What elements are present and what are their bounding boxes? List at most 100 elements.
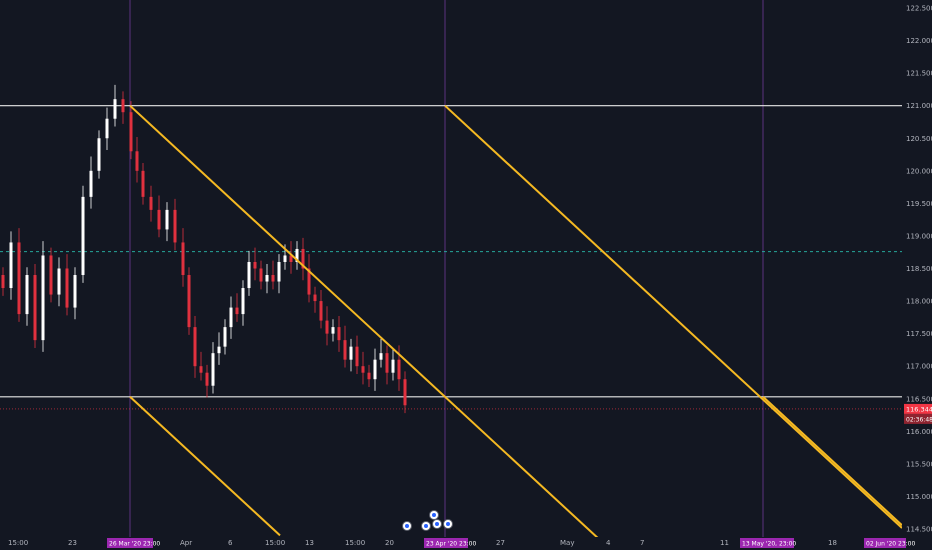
candle-body (157, 209, 161, 230)
event-icon-dot (435, 522, 439, 526)
candle-body (81, 196, 85, 276)
candle-body (265, 275, 269, 282)
candle (57, 257, 61, 307)
date-badge (424, 538, 468, 548)
candle (49, 247, 53, 303)
time-tick-label: 23 (68, 539, 77, 547)
candle-body (241, 288, 245, 315)
time-tick-label: 7 (640, 539, 644, 547)
candle (199, 351, 203, 381)
candle (229, 296, 233, 339)
candle-body (49, 255, 53, 295)
candle-body (9, 242, 13, 289)
candle (265, 263, 269, 294)
candle (41, 241, 45, 352)
channel-line (762, 396, 903, 526)
candle (385, 345, 389, 385)
candle-body (217, 346, 221, 354)
channel-line (444, 104, 903, 529)
candle (223, 319, 227, 355)
candle (187, 267, 191, 335)
candle-body (97, 138, 101, 171)
price-tick-label: 117.500 (906, 330, 932, 338)
candle (403, 371, 407, 414)
candle (271, 260, 275, 290)
candle (379, 338, 383, 368)
candle-body (397, 359, 401, 380)
candle-body (73, 275, 77, 308)
candle-body (41, 255, 45, 341)
candle-body (193, 327, 197, 367)
candle-body (403, 379, 407, 406)
price-tick-label: 121.000 (906, 102, 932, 110)
price-axis (902, 0, 932, 550)
time-tick-label: 15:00 (8, 539, 28, 547)
candle (247, 250, 251, 296)
candle-body (319, 301, 323, 321)
candle-body (391, 359, 395, 373)
date-badge (740, 538, 794, 548)
event-icon[interactable] (432, 519, 442, 529)
candle-body (325, 320, 329, 334)
price-tick-label: 121.500 (906, 70, 932, 78)
candle-body (181, 242, 185, 276)
candle-body (121, 99, 125, 113)
price-tick-label: 120.000 (906, 167, 932, 175)
candle-body (361, 366, 365, 373)
price-tick-label: 119.500 (906, 200, 932, 208)
event-icon-dot (432, 513, 436, 517)
candle-body (355, 346, 359, 367)
price-tick-label: 114.500 (906, 526, 932, 534)
candle (391, 348, 395, 381)
candle-body (105, 118, 109, 139)
time-tick-label: 6 (228, 539, 233, 547)
candle-body (379, 353, 383, 360)
candle-body (259, 268, 263, 282)
candle-body (173, 209, 177, 243)
candle-body (385, 353, 389, 373)
event-icon[interactable] (429, 510, 439, 520)
candle (313, 286, 317, 313)
candle (277, 254, 281, 294)
candle (217, 332, 221, 365)
candle-body (283, 255, 287, 262)
candle-body (301, 248, 305, 269)
candle (1, 267, 5, 296)
countdown-badge (904, 413, 932, 424)
candle (367, 364, 371, 388)
candle (319, 289, 323, 329)
time-tick-label: 20 (385, 539, 394, 547)
candle (337, 316, 341, 352)
candle-body (307, 268, 311, 295)
candle (301, 237, 305, 281)
candle (241, 280, 245, 326)
candle (25, 267, 29, 326)
candle (325, 306, 329, 346)
last-price-label: 116.344 (906, 405, 932, 413)
price-tick-label: 118.500 (906, 265, 932, 273)
candle (289, 241, 293, 274)
time-tick-label: 27 (496, 539, 505, 547)
price-tick-label: 119.000 (906, 232, 932, 240)
candle-body (113, 99, 117, 119)
event-icon[interactable] (402, 521, 412, 531)
event-icon[interactable] (443, 519, 453, 529)
candle-body (187, 275, 191, 328)
candle (129, 101, 133, 160)
candle-body (247, 261, 251, 289)
candle (181, 228, 185, 287)
candle (141, 162, 145, 205)
candle (73, 267, 77, 320)
event-icon[interactable] (421, 521, 431, 531)
date-badge (864, 538, 906, 548)
candle-body (141, 170, 145, 197)
candle-body (199, 366, 203, 373)
price-tick-label: 116.500 (906, 395, 932, 403)
time-tick-label: 15:00 (345, 539, 365, 547)
candle-body (57, 268, 61, 295)
candle (259, 260, 263, 290)
date-badge-label: 13 May '20, 23:00 (742, 541, 796, 548)
candle (193, 316, 197, 378)
